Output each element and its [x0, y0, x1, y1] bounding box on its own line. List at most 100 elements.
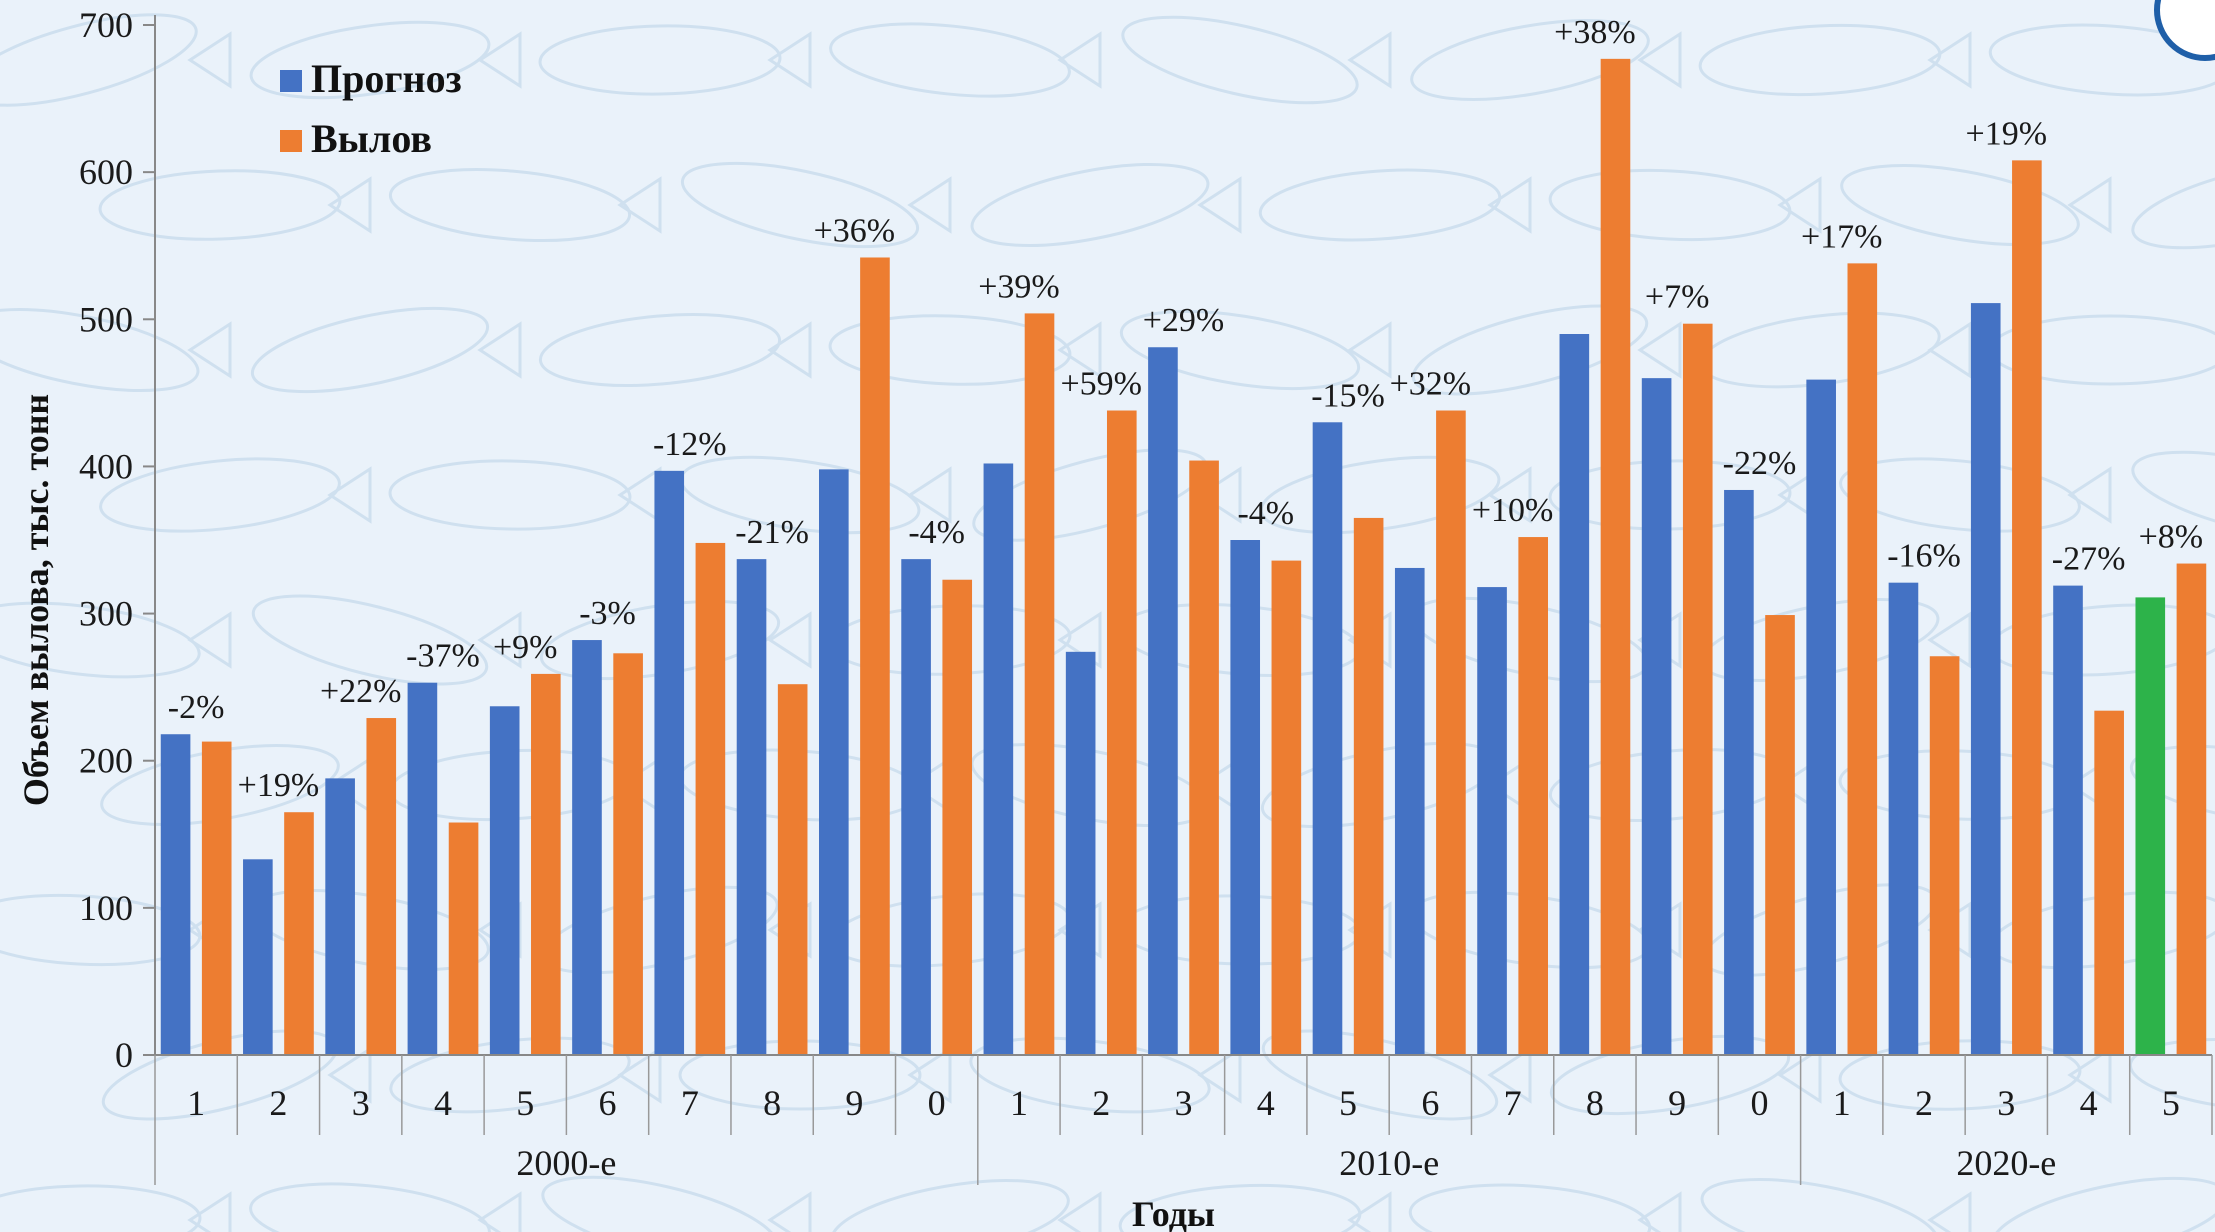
data-label-percent: +19% — [238, 767, 320, 804]
data-label-percent: +32% — [1390, 366, 1472, 403]
legend-swatch — [280, 130, 302, 152]
bar-prognoz — [1806, 379, 1836, 1056]
x-tick-label: 9 — [845, 1083, 863, 1123]
bar-prognoz — [983, 463, 1014, 1055]
y-tick-label: 0 — [115, 1035, 133, 1075]
bar-vylov — [2012, 160, 2042, 1055]
bg-fish-shape — [1840, 164, 2080, 246]
bar-vylov — [1271, 560, 1302, 1055]
y-tick-label: 700 — [79, 5, 133, 45]
data-label-percent: +17% — [1801, 218, 1883, 255]
data-label-percent: +9% — [493, 629, 558, 666]
bg-fish-shape — [0, 1184, 202, 1232]
bar-prognoz — [1148, 347, 1178, 1055]
data-label-percent: +10% — [1472, 492, 1554, 529]
x-tick-label: 8 — [763, 1083, 781, 1123]
bg-fish-tail — [477, 611, 522, 669]
y-axis-title: Объем вылова, тыс. тонн — [16, 394, 56, 806]
bar-vylov — [1518, 537, 1549, 1055]
bg-fish-tail — [1637, 321, 1682, 379]
bg-fish-tail — [187, 321, 232, 379]
bar-prognoz — [325, 778, 355, 1055]
data-label-percent: +29% — [1143, 302, 1225, 339]
x-tick-label: 3 — [1997, 1083, 2015, 1123]
bg-fish-shape — [2131, 160, 2215, 250]
bar-prognoz — [1230, 540, 1261, 1055]
x-tick-label: 4 — [2080, 1083, 2098, 1123]
data-label-percent: +19% — [1966, 115, 2048, 152]
data-label-percent: +22% — [320, 673, 402, 710]
bar-vylov — [284, 812, 314, 1055]
bg-fish-tail — [477, 31, 522, 89]
legend-swatch — [280, 70, 302, 92]
bg-fish-tail — [1197, 1046, 1242, 1104]
bg-fish-shape — [2129, 745, 2215, 825]
bg-fish-shape — [1988, 23, 2215, 97]
data-label-percent: -12% — [653, 426, 727, 463]
bg-fish-shape — [1990, 1176, 2215, 1232]
y-tick-label: 500 — [79, 299, 133, 339]
legend-label: Вылов — [311, 116, 432, 161]
x-tick-label: 6 — [599, 1083, 617, 1123]
bg-fish-tail — [477, 1191, 522, 1232]
logo-emblem — [2154, 0, 2215, 61]
bg-fish-shape — [0, 601, 201, 679]
bg-fish-tail — [1637, 31, 1682, 89]
bg-fish-tail — [187, 31, 232, 89]
x-tick-label: 1 — [187, 1083, 205, 1123]
y-tick-label: 400 — [79, 446, 133, 486]
bg-fish-tail — [327, 176, 372, 234]
x-tick-label: 0 — [1750, 1083, 1768, 1123]
bg-fish-shape — [1121, 15, 1359, 105]
bg-fish-tail — [907, 466, 952, 524]
y-tick-label: 600 — [79, 152, 133, 192]
bar-prognoz — [572, 640, 602, 1055]
decade-label: 2020-е — [1956, 1143, 2056, 1183]
bg-fish-shape — [1408, 1183, 1652, 1232]
data-label-percent: -27% — [2052, 541, 2126, 578]
bar-vylov — [531, 673, 561, 1055]
x-tick-label: 5 — [1339, 1083, 1357, 1123]
bar-vylov — [1189, 460, 1219, 1055]
bg-fish-tail — [907, 176, 952, 234]
x-tick-label: 4 — [434, 1083, 452, 1123]
bg-fish-shape — [250, 306, 490, 394]
bg-fish-shape — [0, 308, 200, 392]
bar-vylov — [1106, 410, 1137, 1055]
data-label-percent: -37% — [406, 638, 480, 675]
bg-fish-tail — [1777, 176, 1822, 234]
x-tick-label: 1 — [1010, 1083, 1028, 1123]
bar-vylov — [366, 718, 397, 1055]
bg-fish-tail — [907, 1046, 952, 1104]
bg-fish-tail — [1057, 1191, 1102, 1232]
data-label-percent: +36% — [814, 212, 896, 249]
x-tick-label: 2 — [1915, 1083, 1933, 1123]
bar-prognoz — [1394, 567, 1425, 1055]
bar-prognoz — [1888, 582, 1919, 1055]
bg-fish-shape — [1839, 457, 2081, 533]
bar-vylov — [860, 257, 890, 1055]
bar-vylov — [2094, 710, 2124, 1055]
data-label-percent: +59% — [1060, 366, 1142, 403]
data-label-percent: -15% — [1311, 377, 1385, 414]
bg-fish-tail — [617, 1046, 662, 1104]
bar-prognoz — [160, 734, 191, 1055]
bg-fish-shape — [541, 1175, 779, 1232]
bar-prognoz — [2135, 597, 2166, 1055]
bg-fish-shape — [2131, 450, 2215, 540]
bg-fish-tail — [1487, 1046, 1532, 1104]
decade-label: 2010-е — [1339, 1143, 1439, 1183]
x-tick-label: 0 — [928, 1083, 946, 1123]
bar-prognoz — [2053, 585, 2083, 1055]
bar-vylov — [1353, 517, 1384, 1055]
bg-fish-tail — [1347, 1191, 1392, 1232]
bg-fish-tail — [1197, 176, 1242, 234]
bg-fish-shape — [829, 22, 1071, 98]
data-label-percent: +39% — [978, 268, 1060, 305]
bar-prognoz — [1559, 334, 1590, 1055]
bg-fish-tail — [2067, 176, 2112, 234]
bar-vylov — [1600, 58, 1631, 1056]
bg-fish-tail — [1487, 466, 1532, 524]
x-tick-label: 2 — [269, 1083, 287, 1123]
